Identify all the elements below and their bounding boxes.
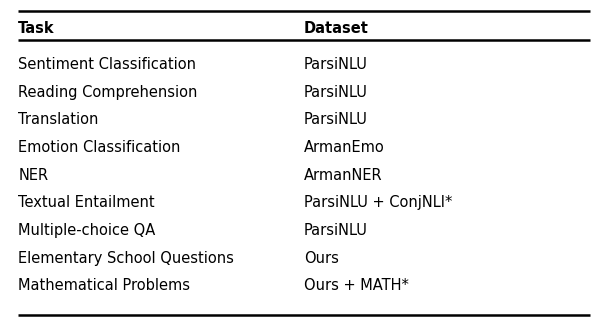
Text: Mathematical Problems: Mathematical Problems xyxy=(18,279,190,293)
Text: Emotion Classification: Emotion Classification xyxy=(18,140,181,155)
Text: Task: Task xyxy=(18,22,55,36)
Text: ParsiNLU: ParsiNLU xyxy=(304,223,368,238)
Text: ParsiNLU: ParsiNLU xyxy=(304,57,368,72)
Text: Elementary School Questions: Elementary School Questions xyxy=(18,251,234,266)
Text: Textual Entailment: Textual Entailment xyxy=(18,195,155,210)
Text: Ours: Ours xyxy=(304,251,339,266)
Text: Multiple-choice QA: Multiple-choice QA xyxy=(18,223,156,238)
Text: Reading Comprehension: Reading Comprehension xyxy=(18,85,198,99)
Text: Translation: Translation xyxy=(18,112,98,127)
Text: ArmanNER: ArmanNER xyxy=(304,168,382,183)
Text: ParsiNLU: ParsiNLU xyxy=(304,85,368,99)
Text: ParsiNLU + ConjNLI*: ParsiNLU + ConjNLI* xyxy=(304,195,452,210)
Text: ArmanEmo: ArmanEmo xyxy=(304,140,385,155)
Text: Dataset: Dataset xyxy=(304,22,369,36)
Text: Sentiment Classification: Sentiment Classification xyxy=(18,57,196,72)
Text: NER: NER xyxy=(18,168,49,183)
Text: Ours + MATH*: Ours + MATH* xyxy=(304,279,409,293)
Text: ParsiNLU: ParsiNLU xyxy=(304,112,368,127)
